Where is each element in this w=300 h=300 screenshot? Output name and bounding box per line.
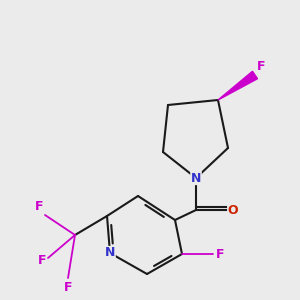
Text: F: F [38, 254, 46, 266]
Text: F: F [216, 248, 224, 260]
Text: F: F [64, 281, 72, 294]
Text: O: O [228, 203, 238, 217]
Text: N: N [191, 172, 201, 184]
Polygon shape [218, 71, 257, 100]
Text: F: F [34, 200, 43, 213]
Text: N: N [105, 247, 115, 260]
Text: F: F [257, 60, 266, 73]
